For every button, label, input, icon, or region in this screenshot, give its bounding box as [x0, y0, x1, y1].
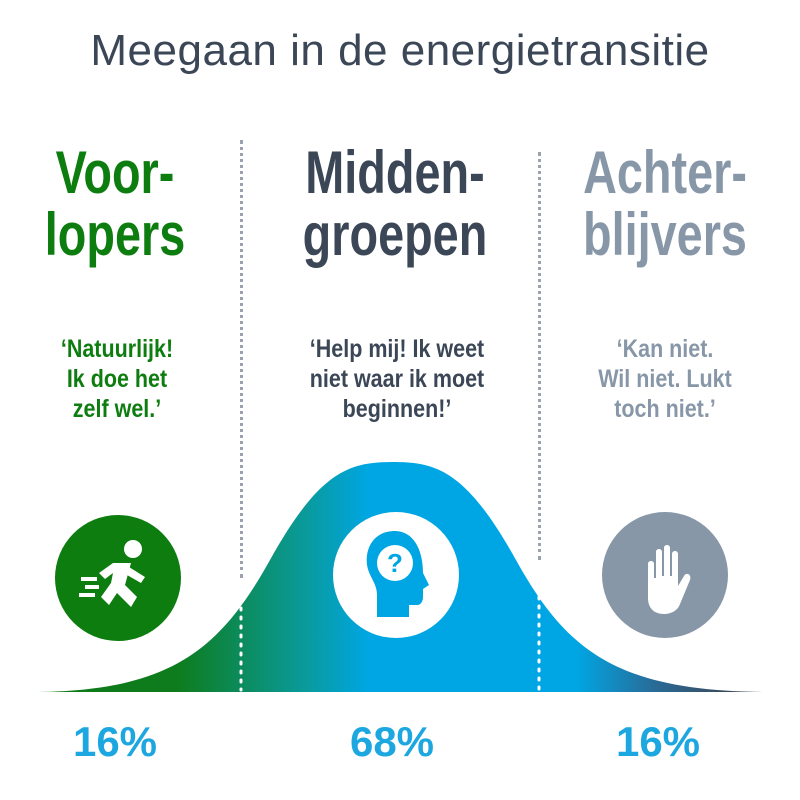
quote-voorlopers: ‘Natuurlijk! Ik doe het zelf wel.’ [14, 334, 220, 424]
head-question-icon: ? [333, 512, 459, 638]
running-person-icon [55, 515, 181, 641]
quote-middengroepen: ‘Help mij! Ik weet niet waar ik moet beg… [290, 334, 505, 424]
quote-achterblijvers-line-2: Wil niet. Lukt [598, 365, 732, 393]
heading-achterblijvers-line-1: Achter- [583, 139, 747, 206]
quote-achterblijvers-line-3: toch niet.’ [614, 395, 716, 423]
percent-middengroepen: 68% [349, 718, 435, 765]
heading-voorlopers-line-2: lopers [44, 201, 186, 268]
quote-voorlopers-line-2: Ik doe het [66, 365, 168, 393]
stop-hand-icon [602, 512, 728, 638]
percent-achterblijvers: 16% [615, 718, 701, 765]
quote-voorlopers-line-3: zelf wel.’ [72, 395, 162, 423]
quote-voorlopers-line-1: ‘Natuurlijk! [60, 335, 174, 363]
quote-achterblijvers: ‘Kan niet. Wil niet. Lukt toch niet.’ [562, 334, 768, 424]
divider-right [538, 152, 541, 560]
quote-middengroepen-line-2: niet waar ik moet [309, 365, 485, 393]
heading-achterblijvers: Achter- blijvers [564, 142, 767, 266]
percent-voorlopers: 16% [72, 718, 158, 765]
quote-achterblijvers-line-1: ‘Kan niet. [616, 335, 714, 363]
heading-middengroepen-line-1: Midden- [305, 139, 485, 206]
quote-middengroepen-line-3: beginnen!’ [342, 395, 452, 423]
heading-voorlopers-line-1: Voor- [55, 139, 175, 206]
svg-text:?: ? [387, 548, 403, 578]
page-title: Meegaan in de energietransitie [90, 26, 710, 75]
heading-achterblijvers-line-2: blijvers [583, 201, 747, 268]
heading-voorlopers: Voor- lopers [14, 142, 217, 266]
heading-middengroepen-line-2: groepen [302, 201, 488, 268]
divider-left [240, 140, 243, 578]
quote-middengroepen-line-1: ‘Help mij! Ik weet [309, 335, 485, 363]
heading-middengroepen: Midden- groepen [294, 142, 497, 266]
